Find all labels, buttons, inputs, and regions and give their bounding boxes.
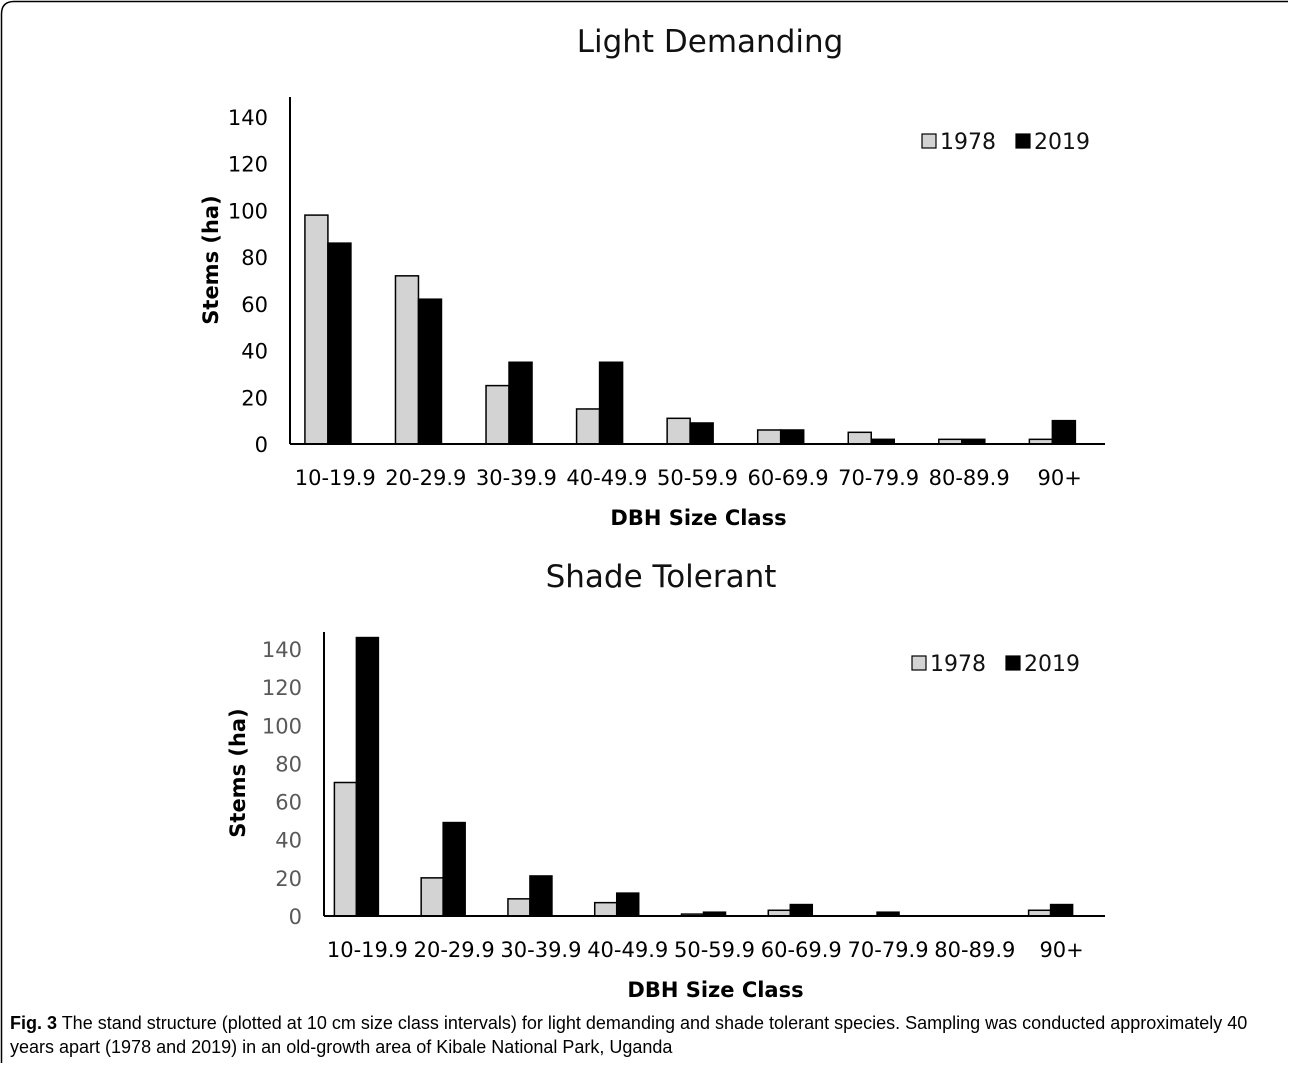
legend-swatch-1978: [911, 655, 927, 671]
x-tick-label: 30-39.9: [476, 466, 557, 490]
y-tick-label: 0: [255, 433, 268, 457]
legend-swatch-2019: [1015, 133, 1031, 149]
bar-2019-60-69.9: [779, 429, 805, 445]
y-tick-label: 80: [275, 752, 302, 776]
y-axis-title: Stems (ha): [226, 708, 250, 837]
y-tick-label: 120: [228, 153, 268, 177]
y-tick-label: 60: [275, 791, 302, 815]
bar-1978-20-29.9: [420, 877, 444, 917]
x-tick-label: 10-19.9: [327, 938, 408, 962]
y-tick-label: 140: [262, 638, 302, 662]
bar-2019-20-29.9: [417, 298, 443, 445]
y-tick-label: 100: [262, 714, 302, 738]
x-tick-label: 80-89.9: [929, 466, 1010, 490]
legend-label-1978: 1978: [930, 652, 986, 677]
legend-label-1978: 1978: [940, 130, 996, 155]
y-tick-label: 60: [241, 293, 268, 317]
bar-1978-10-19.9: [304, 214, 329, 445]
x-tick-label: 90+: [1038, 466, 1082, 490]
bar-1978-60-69.9: [756, 429, 782, 445]
legend-swatch-2019: [1005, 655, 1021, 671]
x-tick-label: 50-59.9: [657, 466, 738, 490]
x-tick-label: 90+: [1039, 938, 1083, 962]
bar-2019-20-29.9: [442, 821, 466, 917]
bar-2019-40-49.9: [615, 892, 640, 917]
x-axis-title: DBH Size Class: [610, 506, 786, 530]
legend-label-2019: 2019: [1024, 652, 1080, 677]
figure-caption: Fig. 3 The stand structure (plotted at 1…: [10, 1011, 1280, 1059]
y-tick-label: 140: [228, 106, 268, 130]
chart-title: Shade Tolerant: [546, 559, 777, 595]
bar-2019-10-19.9: [355, 636, 380, 917]
chart-light-demanding: Light Demanding 0 20 40 60 80 100 120 140 Stems (…: [199, 24, 1105, 530]
y-tick-label: 100: [228, 199, 268, 223]
x-tick-label: 40-49.9: [566, 466, 647, 490]
bar-1978-40-49.9: [593, 901, 618, 917]
x-tick-label: 20-29.9: [414, 938, 495, 962]
bar-1978-10-19.9: [333, 781, 358, 917]
legend-label-2019: 2019: [1034, 130, 1090, 155]
bar-2019-90+: [1051, 419, 1077, 445]
x-tick-label: 80-89.9: [934, 938, 1015, 962]
bar-1978-50-59.9: [666, 417, 691, 445]
x-tick-label: 70-79.9: [838, 466, 919, 490]
y-axis-title: Stems (ha): [199, 195, 223, 324]
y-tick-label: 40: [275, 829, 302, 853]
x-tick-label: 60-69.9: [761, 938, 842, 962]
bar-1978-70-79.9: [847, 431, 873, 445]
caption-text: The stand structure (plotted at 10 cm si…: [10, 1013, 1248, 1057]
bar-2019-90+: [1049, 903, 1074, 917]
x-axis-title: DBH Size Class: [627, 978, 803, 1002]
bar-1978-30-39.9: [485, 384, 510, 445]
bar-2019-10-19.9: [327, 242, 352, 445]
chart-shade-tolerant: Shade Tolerant 0 20 40 60 80 100 120 140 Stems (h…: [226, 559, 1105, 1002]
y-tick-label: 20: [275, 867, 302, 891]
legend-swatch-1978: [921, 133, 937, 149]
bar-1978-40-49.9: [575, 408, 601, 445]
bar-1978-30-39.9: [507, 898, 531, 917]
bar-2019-40-49.9: [598, 361, 624, 445]
x-tick-label: 30-39.9: [500, 938, 581, 962]
x-tick-label: 40-49.9: [587, 938, 668, 962]
x-tick-label: 10-19.9: [295, 466, 376, 490]
x-tick-label: 70-79.9: [848, 938, 929, 962]
x-tick-label: 50-59.9: [674, 938, 755, 962]
bar-2019-50-59.9: [689, 422, 714, 445]
y-tick-label: 40: [241, 340, 268, 364]
bar-1978-20-29.9: [394, 275, 420, 445]
y-tick-label: 0: [289, 905, 302, 929]
bar-2019-30-39.9: [508, 361, 533, 445]
caption-lead: Fig. 3: [10, 1013, 58, 1033]
bar-2019-60-69.9: [789, 903, 814, 917]
y-tick-label: 120: [262, 676, 302, 700]
x-tick-label: 60-69.9: [748, 466, 829, 490]
chart-title: Light Demanding: [577, 24, 844, 60]
y-tick-label: 20: [241, 386, 268, 410]
y-tick-label: 80: [241, 246, 268, 270]
bar-2019-30-39.9: [529, 875, 553, 917]
x-tick-label: 20-29.9: [385, 466, 466, 490]
